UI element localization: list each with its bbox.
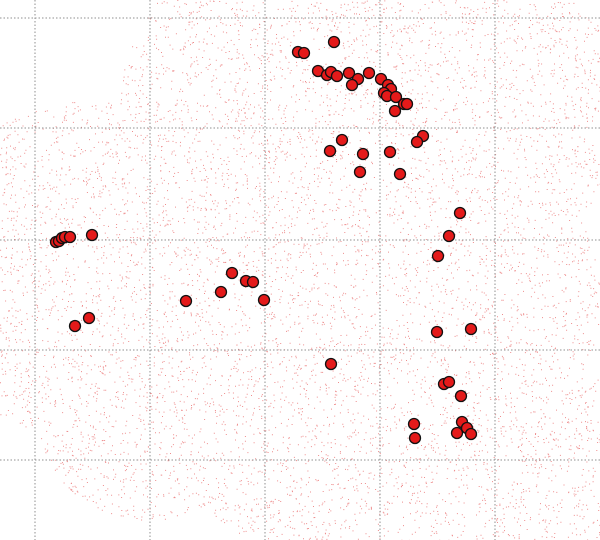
source-marker-46[interactable] <box>430 325 444 339</box>
source-marker-42[interactable] <box>246 275 260 289</box>
source-marker-22[interactable] <box>410 135 424 149</box>
source-marker-28[interactable] <box>393 167 407 181</box>
source-marker-47[interactable] <box>464 322 478 336</box>
source-marker-36[interactable] <box>63 230 77 244</box>
source-marker-29[interactable] <box>453 206 467 220</box>
source-marker-11[interactable] <box>345 78 359 92</box>
source-marker-40[interactable] <box>225 266 239 280</box>
source-markers[interactable] <box>49 35 478 445</box>
source-marker-53[interactable] <box>408 431 422 445</box>
source-marker-25[interactable] <box>356 147 370 161</box>
source-marker-3[interactable] <box>327 35 341 49</box>
source-marker-24[interactable] <box>323 144 337 158</box>
source-marker-56[interactable] <box>450 426 464 440</box>
source-marker-43[interactable] <box>214 285 228 299</box>
source-marker-7[interactable] <box>330 69 344 83</box>
source-marker-27[interactable] <box>353 165 367 179</box>
source-marker-37[interactable] <box>85 228 99 242</box>
source-marker-57[interactable] <box>464 427 478 441</box>
source-marker-8[interactable] <box>342 66 356 80</box>
source-marker-38[interactable] <box>82 311 96 325</box>
source-marker-45[interactable] <box>257 293 271 307</box>
source-marker-17[interactable] <box>389 90 403 104</box>
source-marker-51[interactable] <box>454 389 468 403</box>
source-marker-31[interactable] <box>431 249 445 263</box>
source-marker-19[interactable] <box>400 97 414 111</box>
source-marker-50[interactable] <box>442 375 456 389</box>
source-marker-39[interactable] <box>68 319 82 333</box>
source-marker-20[interactable] <box>388 104 402 118</box>
source-marker-26[interactable] <box>383 145 397 159</box>
source-marker-52[interactable] <box>407 417 421 431</box>
source-marker-30[interactable] <box>442 229 456 243</box>
source-marker-23[interactable] <box>335 133 349 147</box>
source-marker-10[interactable] <box>362 66 376 80</box>
source-marker-2[interactable] <box>297 46 311 60</box>
source-marker-48[interactable] <box>324 357 338 371</box>
source-marker-44[interactable] <box>179 294 193 308</box>
